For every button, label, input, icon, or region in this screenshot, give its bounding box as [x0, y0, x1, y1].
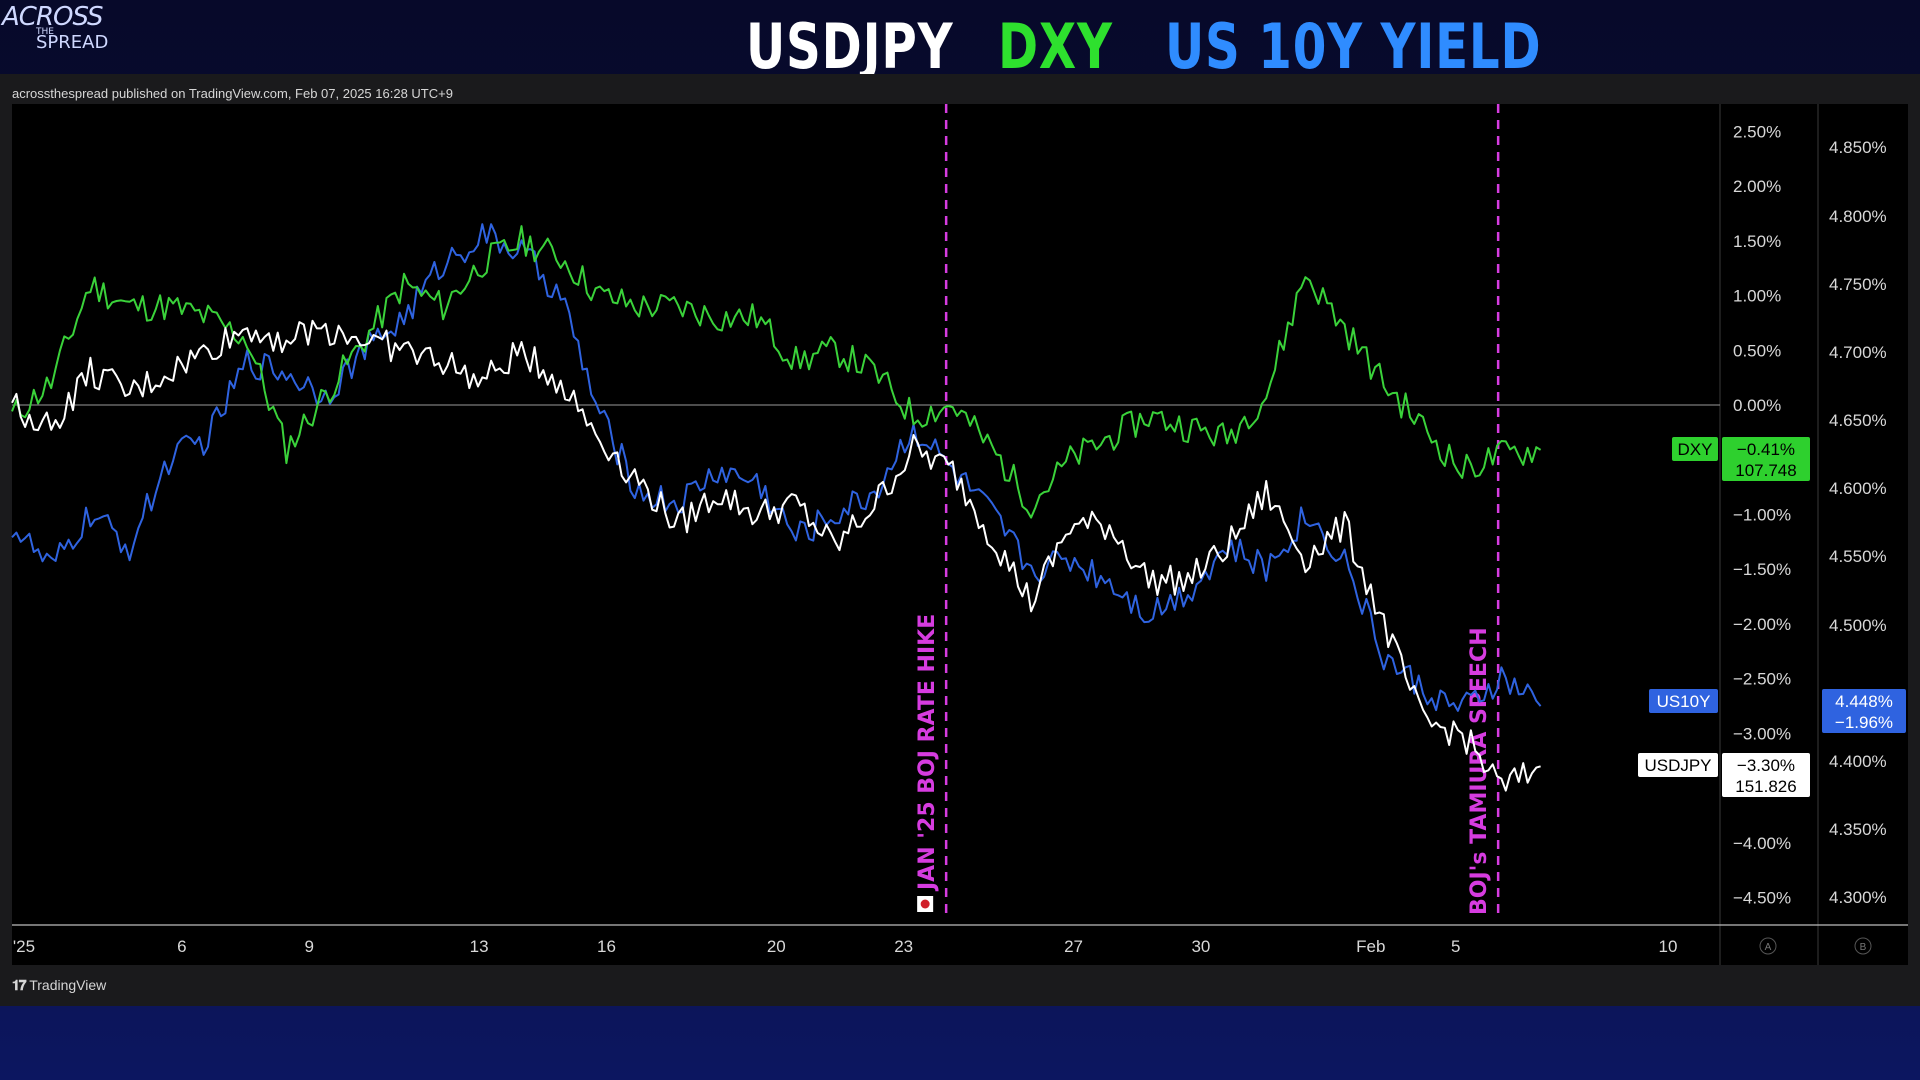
usdjpy-price-box: [1722, 753, 1810, 797]
legend-tag-dxy: [1672, 437, 1718, 461]
dxy-price-box: [1722, 437, 1810, 481]
us10y-price-box: [1822, 689, 1906, 733]
series-line-usdjpy: [11, 319, 1541, 792]
y-tick-label-a: −4.00%: [1733, 834, 1791, 853]
x-tick-label: 5: [1451, 937, 1460, 956]
y-tick-label-b: 4.350%: [1829, 820, 1887, 839]
y-tick-label-b: 4.700%: [1829, 343, 1887, 362]
tradingview-footer[interactable]: 𝟏𝟕 TradingView: [12, 977, 106, 994]
logo-text-across: ACROSS: [2, 2, 104, 32]
series-line-dxy: [11, 225, 1542, 519]
x-tick-label: 9: [304, 937, 313, 956]
y-tick-label-b: 4.400%: [1829, 752, 1887, 771]
x-tick-label: '25: [13, 937, 35, 956]
y-tick-label-b: 4.300%: [1829, 888, 1887, 907]
x-tick-label: 6: [177, 937, 186, 956]
title-dxy: DXY: [998, 10, 1113, 83]
plot-area: [12, 104, 1720, 925]
y-tick-label-a: −3.00%: [1733, 724, 1791, 743]
x-tick-label: 20: [767, 937, 786, 956]
y-tick-label-a: −1.00%: [1733, 506, 1791, 525]
logo-text-spread: SPREAD: [36, 32, 109, 53]
legend-tag-label: DXY: [1678, 440, 1713, 459]
x-tick-label: Feb: [1356, 937, 1385, 956]
y-tick-label-a: 0.50%: [1733, 341, 1781, 360]
japan-flag-dot: [920, 899, 930, 909]
scale-badge-b: [1854, 937, 1872, 955]
title-usdjpy: USDJPY: [746, 10, 954, 83]
usdjpy-last-price: 151.826: [1735, 777, 1796, 796]
scale-badge-label: B: [1860, 942, 1867, 953]
y-tick-label-a: −2.50%: [1733, 670, 1791, 689]
x-tick-label: 16: [597, 937, 616, 956]
y-tick-label-a: 2.50%: [1733, 122, 1781, 141]
legend-tag-usdjpy: [1638, 753, 1718, 777]
annotation-label: JAN '25 BOJ RATE HIKE: [915, 614, 940, 892]
x-tick-label: 27: [1064, 937, 1083, 956]
publish-info: acrossthespread published on TradingView…: [12, 86, 453, 101]
brand-logo: ACROSS THE SPREAD: [2, 4, 108, 52]
tradingview-brand-label: TradingView: [29, 977, 107, 993]
legend-tag-label: USDJPY: [1644, 756, 1711, 775]
right-price-axis: [1818, 104, 1908, 925]
scale-badge-a: [1759, 937, 1777, 955]
legend-tag-label: US10Y: [1657, 692, 1711, 711]
y-tick-label-a: 2.00%: [1733, 177, 1781, 196]
usdjpy-last-change: −3.30%: [1737, 756, 1795, 775]
dxy-last-price: 107.748: [1735, 461, 1796, 480]
y-tick-label-a: −1.50%: [1733, 560, 1791, 579]
y-tick-label-b: 4.850%: [1829, 138, 1887, 157]
y-tick-label-a: 0.00%: [1733, 396, 1781, 415]
y-tick-label-b: 4.650%: [1829, 411, 1887, 430]
y-tick-label-b: 4.800%: [1829, 207, 1887, 226]
y-tick-label-b: 4.750%: [1829, 275, 1887, 294]
legend-tag-us10y: [1649, 689, 1718, 713]
x-tick-label: 23: [894, 937, 913, 956]
scale-badge-label: A: [1765, 942, 1772, 953]
dxy-last-change: −0.41%: [1737, 440, 1795, 459]
y-tick-label-a: −2.00%: [1733, 615, 1791, 634]
x-axis-area: [12, 925, 1908, 965]
x-tick-label: 13: [470, 937, 489, 956]
y-tick-label-b: 4.600%: [1829, 479, 1887, 498]
series-line-us10y: [11, 223, 1542, 712]
tradingview-logo-icon: 𝟏𝟕: [12, 977, 27, 993]
y-tick-label-b: 4.550%: [1829, 547, 1887, 566]
us10y-last-price: 4.448%: [1835, 692, 1893, 711]
x-tick-label: 30: [1191, 937, 1210, 956]
logo-text-the: THE: [36, 27, 54, 37]
y-tick-label-a: 1.50%: [1733, 232, 1781, 251]
chart-title-bar: USDJPY DXY US 10Y YIELD: [0, 6, 1920, 86]
us10y-last-change: −1.96%: [1835, 713, 1893, 732]
y-tick-label-a: −4.50%: [1733, 889, 1791, 908]
y-tick-label-a: 1.00%: [1733, 287, 1781, 306]
y-tick-label-b: 4.500%: [1829, 616, 1887, 635]
x-tick-label: 10: [1659, 937, 1678, 956]
title-us10y: US 10Y YIELD: [1165, 10, 1542, 83]
